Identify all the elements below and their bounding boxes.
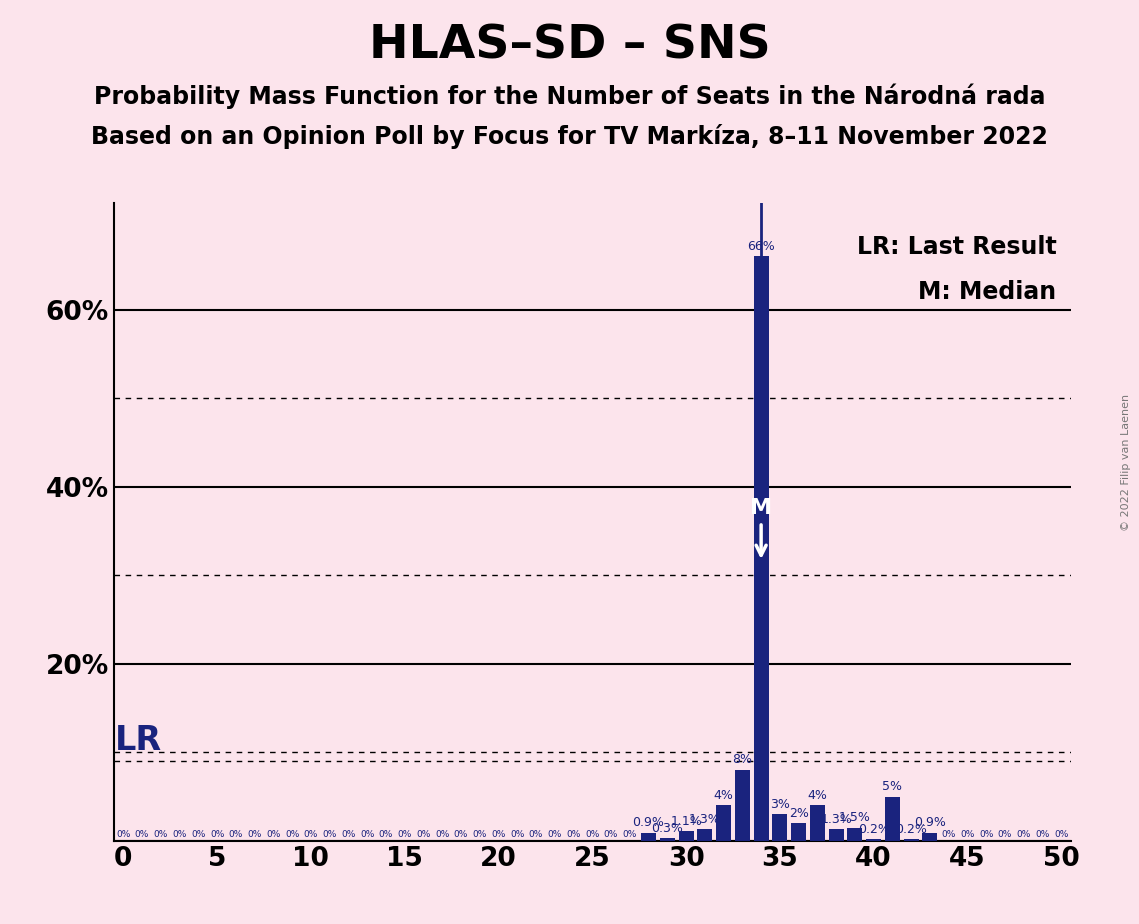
Text: © 2022 Filip van Laenen: © 2022 Filip van Laenen [1121,394,1131,530]
Text: 0%: 0% [285,830,300,839]
Bar [754,257,769,841]
Text: 1.3%: 1.3% [820,813,852,826]
Text: Based on an Opinion Poll by Focus for TV Markíza, 8–11 November 2022: Based on an Opinion Poll by Focus for TV… [91,124,1048,149]
Text: 0%: 0% [360,830,375,839]
Bar [641,833,656,841]
Text: 0%: 0% [998,830,1013,839]
Bar [829,830,844,841]
Text: 0%: 0% [548,830,562,839]
Text: 4%: 4% [808,789,827,802]
Text: 0%: 0% [379,830,393,839]
Text: 0%: 0% [342,830,355,839]
Bar [679,831,694,841]
Text: 0%: 0% [398,830,412,839]
Text: 0.2%: 0.2% [858,822,890,835]
Text: 0%: 0% [172,830,187,839]
Bar [697,830,712,841]
Bar [885,796,900,841]
Text: 0.3%: 0.3% [652,821,683,834]
Text: 1.5%: 1.5% [839,811,871,824]
Text: 0%: 0% [1017,830,1031,839]
Text: 0%: 0% [473,830,486,839]
Text: 0%: 0% [247,830,262,839]
Text: 0%: 0% [491,830,506,839]
Text: 0%: 0% [510,830,524,839]
Text: 0%: 0% [435,830,450,839]
Text: 0%: 0% [1054,830,1068,839]
Text: 0%: 0% [1035,830,1050,839]
Text: 0%: 0% [980,830,993,839]
Text: 4%: 4% [714,789,734,802]
Bar [903,839,919,841]
Text: 0%: 0% [191,830,205,839]
Bar [866,839,882,841]
Text: 2%: 2% [788,807,809,820]
Text: 66%: 66% [747,240,775,253]
Text: 5%: 5% [883,780,902,793]
Text: 0.9%: 0.9% [913,816,945,830]
Text: M: M [751,498,772,517]
Text: 0%: 0% [960,830,975,839]
Text: 0%: 0% [322,830,337,839]
Text: 0%: 0% [566,830,581,839]
Text: 0%: 0% [942,830,956,839]
Bar [659,838,674,841]
Bar [716,806,731,841]
Text: 0.9%: 0.9% [632,816,664,830]
Bar [810,806,825,841]
Text: LR: LR [115,723,162,757]
Text: 0%: 0% [116,830,131,839]
Text: 0%: 0% [604,830,618,839]
Text: 1.1%: 1.1% [670,815,702,828]
Bar [772,814,787,841]
Text: 0%: 0% [623,830,637,839]
Text: 0%: 0% [416,830,431,839]
Text: LR: Last Result: LR: Last Result [857,236,1056,259]
Text: 0%: 0% [304,830,318,839]
Text: 0%: 0% [528,830,543,839]
Text: 0%: 0% [229,830,243,839]
Text: 0%: 0% [453,830,468,839]
Text: 0%: 0% [134,830,149,839]
Text: Probability Mass Function for the Number of Seats in the Národná rada: Probability Mass Function for the Number… [93,83,1046,109]
Text: 0%: 0% [585,830,599,839]
Text: 0%: 0% [210,830,224,839]
Bar [923,833,937,841]
Bar [847,828,862,841]
Bar [735,770,749,841]
Text: 3%: 3% [770,797,789,810]
Text: 0%: 0% [154,830,167,839]
Bar [792,823,806,841]
Text: 8%: 8% [732,753,753,767]
Text: M: Median: M: Median [918,280,1056,304]
Text: 0%: 0% [267,830,280,839]
Text: 1.3%: 1.3% [689,813,721,826]
Text: 0.2%: 0.2% [895,822,927,835]
Text: HLAS–SD – SNS: HLAS–SD – SNS [369,23,770,68]
